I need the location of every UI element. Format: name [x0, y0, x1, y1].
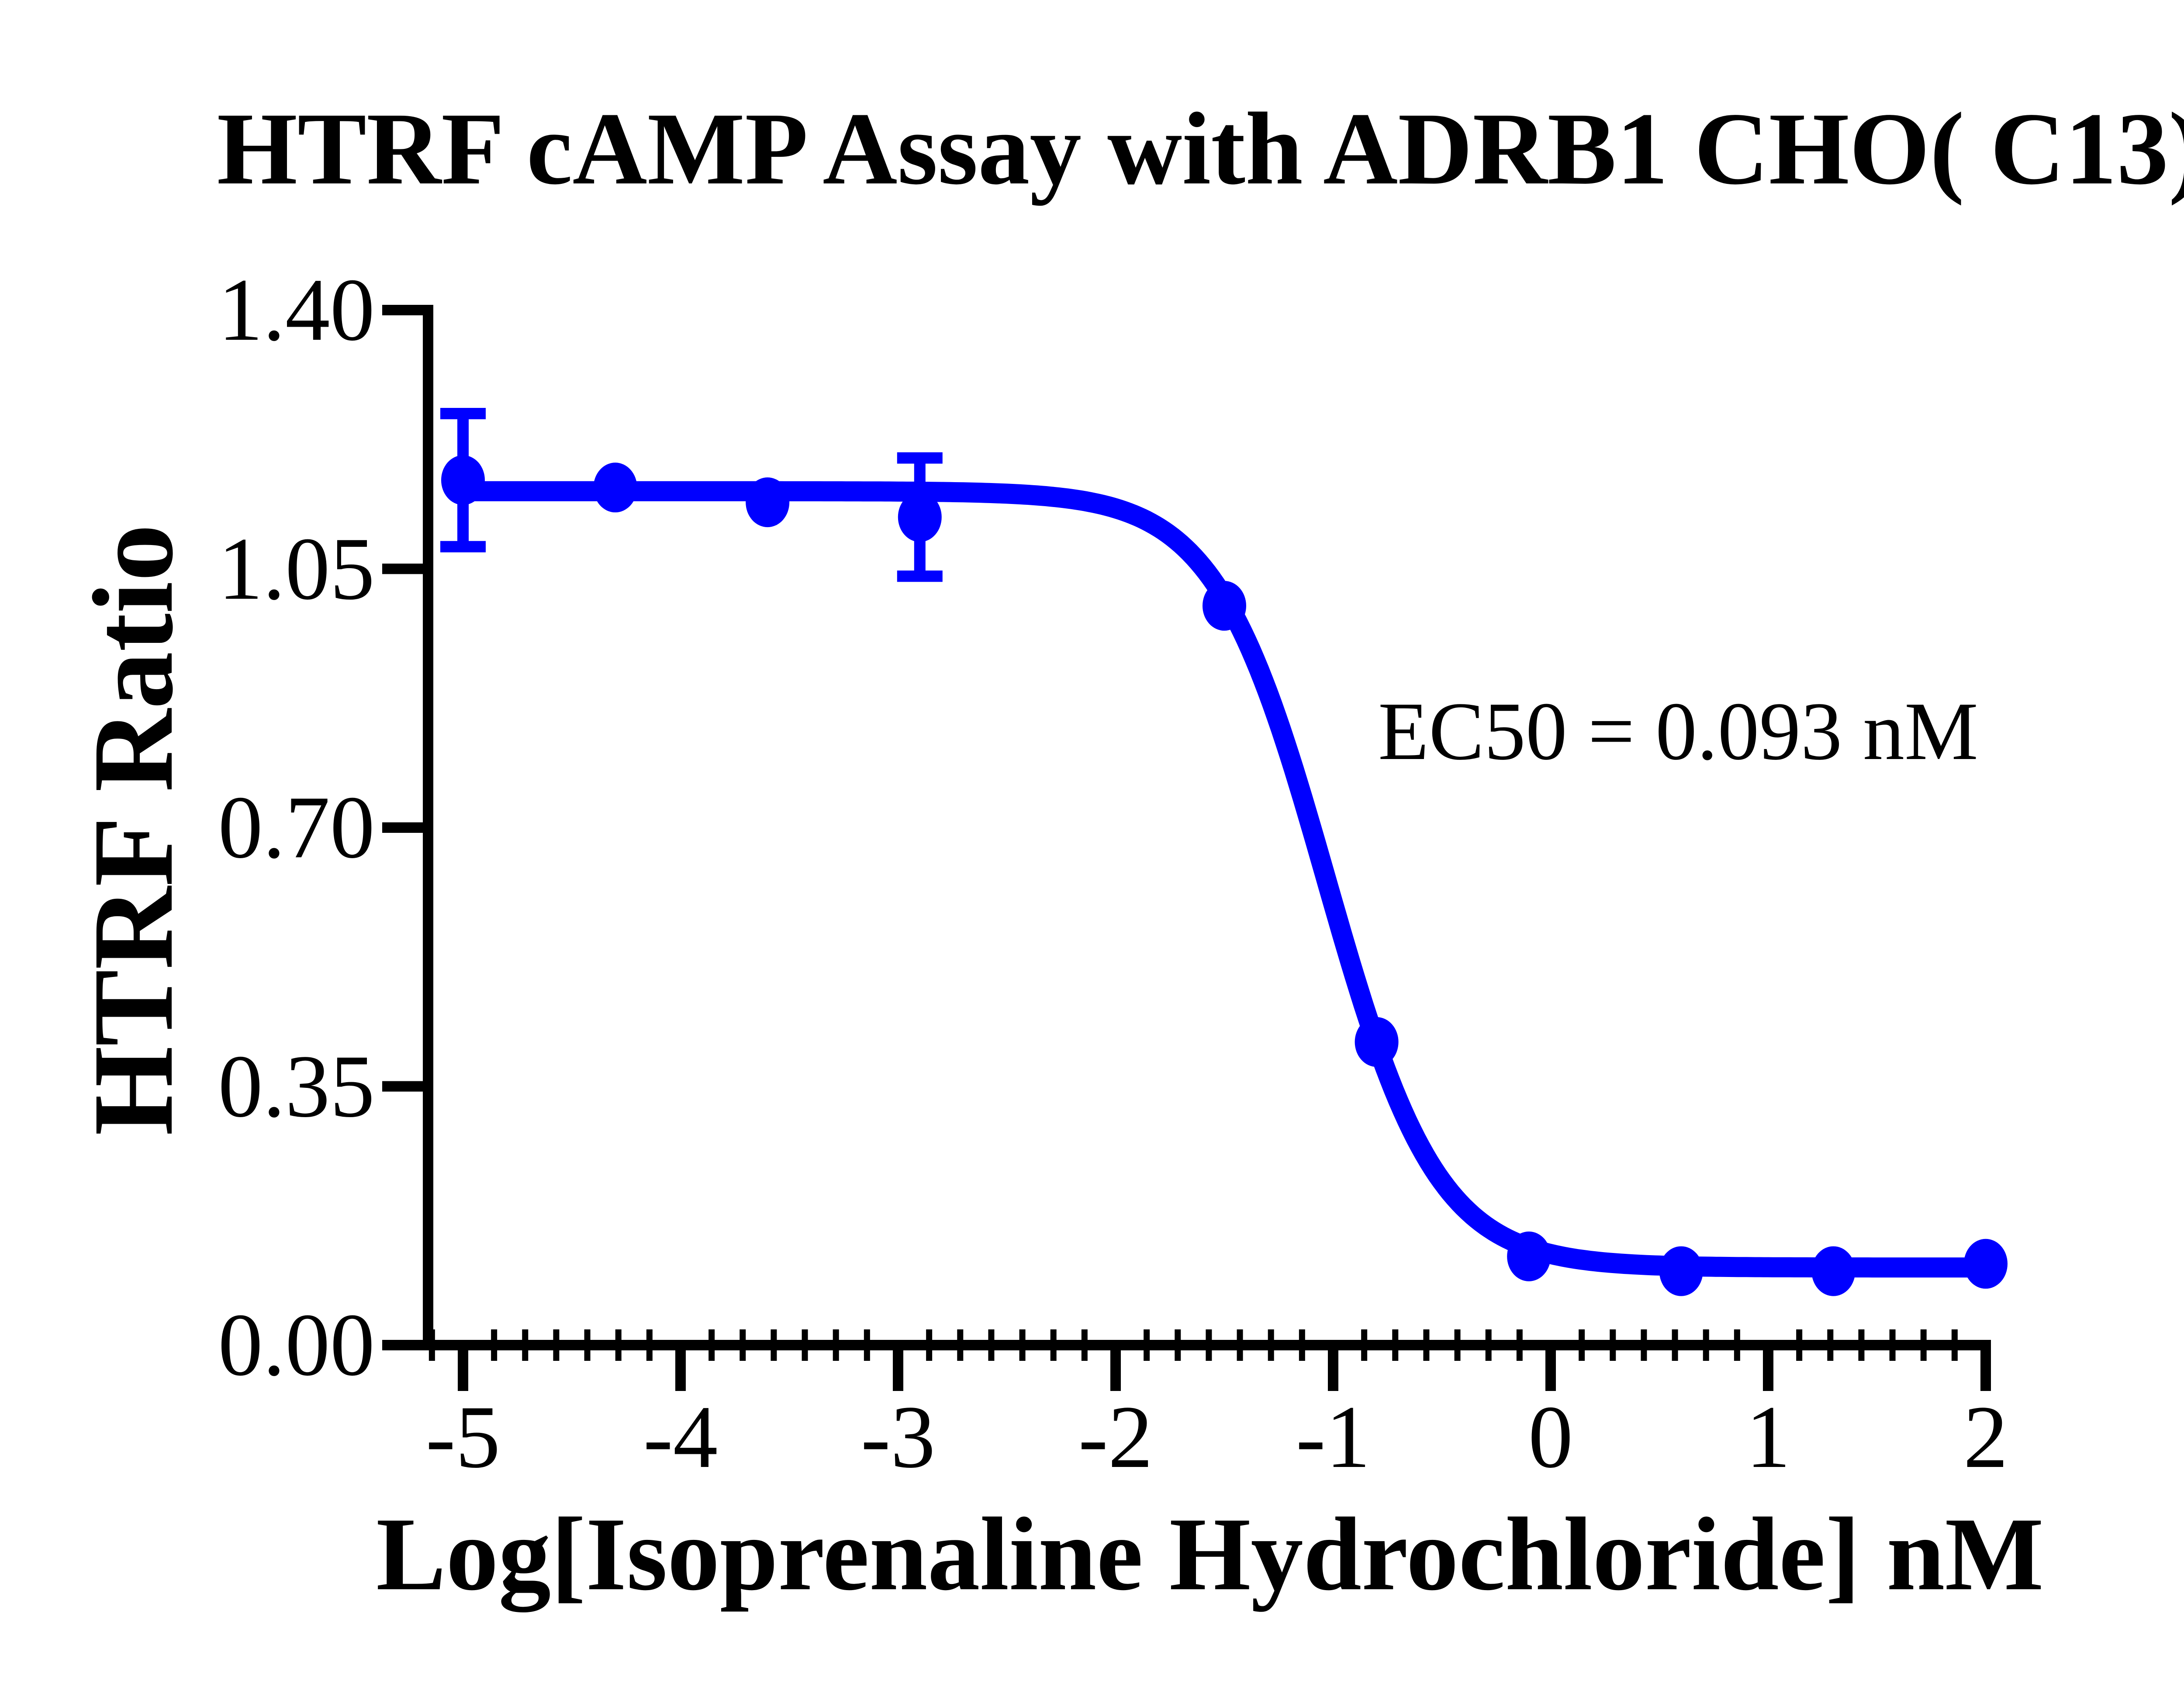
x-tick-label: 1: [1745, 1387, 1791, 1487]
chart-title: HTRF cAMP Assay with ADRB1 CHO( C13): [217, 92, 2184, 206]
y-tick-label: 0.70: [218, 778, 375, 877]
y-tick-label: 1.05: [218, 519, 375, 618]
x-tick-label: -5: [425, 1387, 501, 1487]
x-tick-label: -1: [1296, 1387, 1371, 1487]
data-point: [1203, 581, 1246, 631]
ec50-annotation: EC50 = 0.093 nM: [1378, 686, 1978, 777]
data-point: [1507, 1231, 1551, 1281]
data-point: [1355, 1017, 1399, 1067]
data-point: [593, 462, 637, 513]
data-point: [746, 477, 790, 528]
data-point: [898, 492, 942, 542]
data-point: [1811, 1246, 1856, 1296]
y-axis-title: HTRF Ratio: [69, 524, 197, 1136]
x-tick-label: -4: [643, 1387, 718, 1487]
x-axis-title: Log[Isoprenaline Hydrochloride] nM: [376, 1496, 2044, 1612]
x-tick-label: 2: [1963, 1387, 2008, 1487]
x-tick-label: 0: [1528, 1387, 1573, 1487]
data-point: [441, 455, 485, 505]
y-tick-label: 0.00: [218, 1295, 375, 1394]
y-tick-label: 0.35: [218, 1036, 375, 1136]
data-point: [1659, 1246, 1703, 1296]
x-tick-label: -2: [1078, 1387, 1153, 1487]
x-tick-label: -3: [860, 1387, 936, 1487]
y-tick-label: 1.40: [218, 260, 375, 359]
data-point: [1964, 1239, 2008, 1289]
